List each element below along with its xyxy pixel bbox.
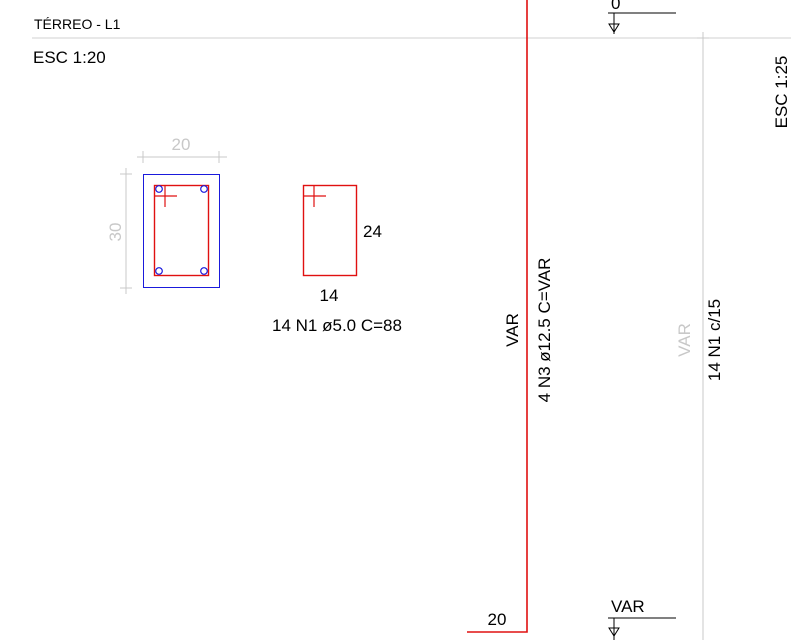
bar-length-label: VAR [503, 313, 522, 347]
section-scale: ESC 1:20 [33, 48, 106, 67]
stirrup-detail: 24 14 14 N1 ø5.0 C=88 [272, 184, 402, 335]
rebar-dot [200, 267, 208, 275]
height-dimension-label: 30 [106, 223, 125, 242]
level-top-marker-icon [608, 23, 620, 33]
stirrup-zone-label: VAR [675, 323, 694, 357]
level-top-label: 0 [611, 0, 620, 13]
rebar-dot [200, 185, 208, 193]
rebar-dot [155, 185, 163, 193]
rebar-dot [155, 267, 163, 275]
hook-length-label: 20 [488, 610, 507, 629]
stirrup-shape [302, 184, 358, 277]
stirrup-height-label: 24 [363, 222, 382, 241]
level-bottom-marker-icon [608, 627, 620, 637]
stirrup-zone-spec-label: 14 N1 c/15 [705, 299, 724, 381]
elevation-view: VAR 4 N3 ø12.5 C=VAR 20 0 VAR VAR 14 N1 … [467, 0, 791, 640]
bar-spec-label: 4 N3 ø12.5 C=VAR [535, 258, 554, 403]
elevation-scale-label: ESC 1:25 [772, 56, 791, 129]
level-bottom-label: VAR [611, 597, 645, 616]
cross-section: 20 30 [106, 135, 227, 294]
section-stirrup [153, 184, 210, 277]
width-dimension-label: 20 [172, 135, 191, 154]
stirrup-width-label: 14 [320, 286, 339, 305]
section-title: TÉRREO - L1 [34, 16, 121, 32]
longitudinal-bar [467, 0, 528, 633]
stirrup-spec-label: 14 N1 ø5.0 C=88 [272, 316, 402, 335]
concrete-outline [143, 174, 220, 288]
